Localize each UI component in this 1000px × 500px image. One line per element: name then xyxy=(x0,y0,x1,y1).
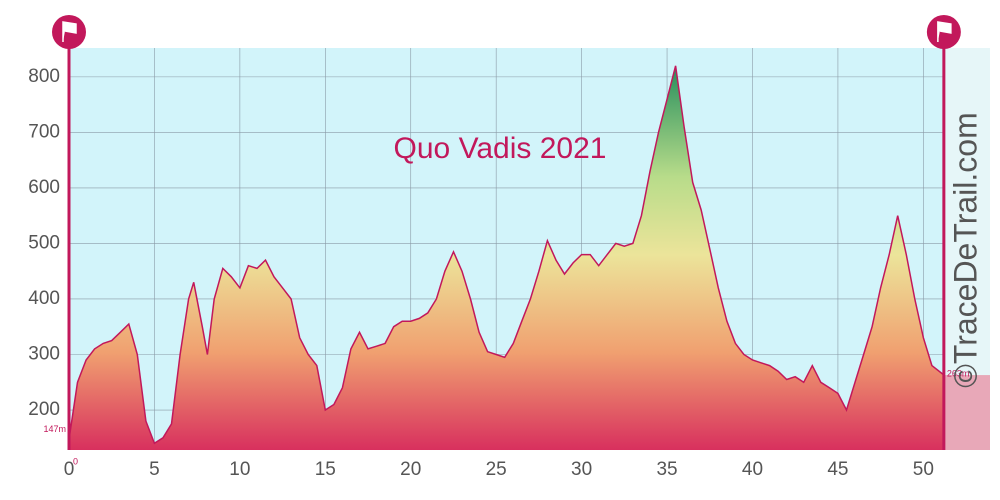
y-tick-label: 400 xyxy=(28,288,60,309)
y-tick-label: 800 xyxy=(28,66,60,87)
x-tick-label: 30 xyxy=(571,459,592,480)
x-tick-label: 50 xyxy=(913,459,934,480)
finish-band xyxy=(943,48,990,376)
elevation-line xyxy=(68,65,945,445)
y-tick-label: 700 xyxy=(28,121,60,142)
start-distance: 0 xyxy=(73,456,78,466)
x-tick-label: 15 xyxy=(315,459,336,480)
y-tick-label: 300 xyxy=(28,344,60,365)
start-elevation: 147m xyxy=(43,424,66,434)
chart-title: Quo Vadis 2021 xyxy=(394,132,607,165)
x-tick-label: 35 xyxy=(656,459,677,480)
flag-icon xyxy=(62,21,77,42)
plot: 147m 263m 0 xyxy=(43,15,990,466)
y-tick-label: 600 xyxy=(28,177,60,198)
finish-zone xyxy=(943,375,990,450)
x-tick-label: 25 xyxy=(486,459,507,480)
elevation-area xyxy=(69,65,944,451)
x-tick-label: 0 xyxy=(64,459,75,480)
watermark: ©TraceDeTrail.com xyxy=(947,112,983,387)
x-tick-label: 45 xyxy=(827,459,848,480)
x-tick-label: 5 xyxy=(149,459,160,480)
x-tick-label: 10 xyxy=(229,459,250,480)
y-tick-label: 200 xyxy=(28,399,60,420)
y-tick-label: 500 xyxy=(28,232,60,253)
end-elevation: 263m xyxy=(947,368,970,378)
x-tick-label: 40 xyxy=(742,459,763,480)
x-tick-label: 20 xyxy=(400,459,421,480)
flag-icon xyxy=(937,21,952,42)
